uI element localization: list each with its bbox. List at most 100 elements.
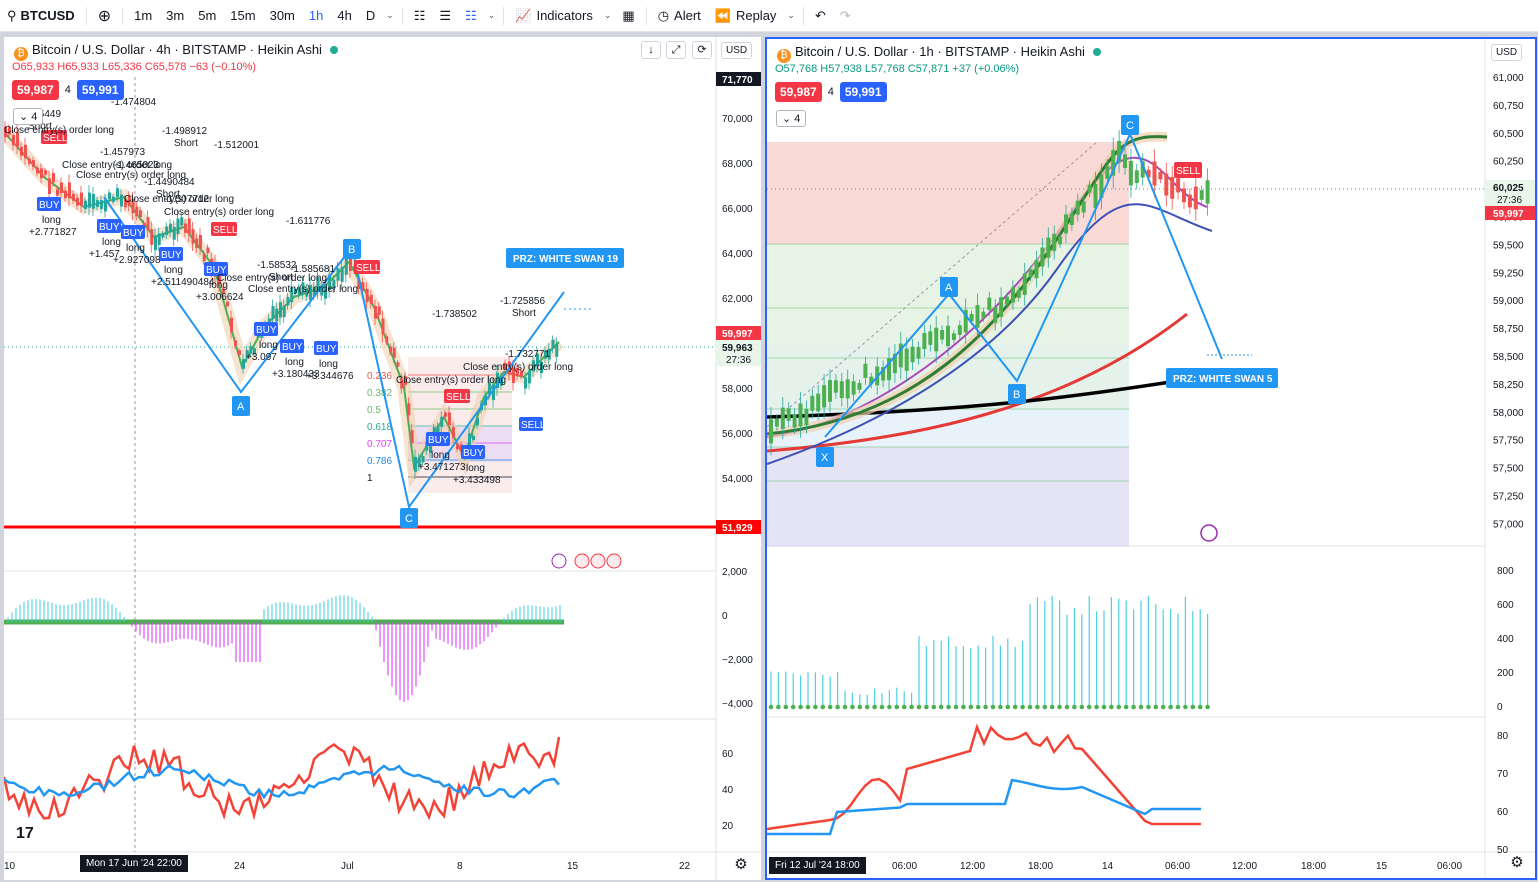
buy-signal-box [519,417,543,431]
time-axis-label: 06:00 [1165,861,1190,872]
settings-gear-icon[interactable]: ⚙ [734,856,748,873]
indicators-button[interactable]: 📈 Indicators [508,0,600,32]
candlestick [957,325,962,335]
short-signal-value: -1.457973 [100,147,145,158]
chevron-down-icon[interactable]: ⌄ [487,10,496,20]
time-axis-label: 24 [234,861,246,872]
candlestick [222,288,225,294]
layers-toggle[interactable]: ⌄ 4 [13,108,44,125]
candlestick [407,403,411,416]
candlestick [104,199,107,212]
buy-signal-box [204,262,228,276]
volume-dot [857,704,863,710]
arrow-down-icon: ↓ [648,44,654,56]
candlestick [309,285,312,300]
volume-axis-label: 0 [1497,702,1503,713]
symbol-search[interactable]: ⚲ BTCUSD [0,0,82,32]
fullscreen-button[interactable]: ⤢ [666,41,686,59]
price-tag-bg [1485,206,1535,220]
rsi-axis-label: 60 [1497,807,1509,818]
interval-d[interactable]: D [365,8,376,23]
heikin-ashi-button[interactable]: ☷ [458,0,484,32]
signal-sub-label: long [126,243,145,254]
signal-value-label: +2.927098 [113,255,161,266]
chevron-down-icon[interactable]: ⌄ [386,10,394,20]
candlestick [100,200,103,209]
interval-3m[interactable]: 3m [166,8,185,23]
currency-button[interactable]: USD [1491,44,1523,61]
sell-signal-box [444,389,470,403]
price-axis-label: 57,500 [1493,464,1524,475]
short-signal-value: -1.611776 [286,216,331,227]
candlestick [324,286,327,299]
price-axis-label: 66,000 [722,204,753,215]
candlestick [1176,178,1181,193]
interval-4h[interactable]: 4h [337,8,352,23]
sell-signal-box [354,260,380,274]
interval-1m[interactable]: 1m [134,8,153,23]
volume-dot [1123,704,1129,710]
candlestick [230,317,233,332]
settings-gear-icon[interactable]: ⚙ [1510,854,1524,871]
collapse-button[interactable]: ↓ [641,41,661,59]
volume-dot [1190,704,1196,710]
candlestick [456,443,459,450]
candlestick [975,305,980,328]
candlestick [1152,161,1157,186]
us-flag-event-icon [606,553,622,569]
chevron-down-icon[interactable]: ⌄ [603,10,612,20]
templates-button[interactable]: ▦ [615,0,641,32]
volume-dot [931,704,937,710]
plus-circle-icon: ⊕ [97,7,112,25]
sync-button[interactable]: ⟳ [692,41,712,59]
candlestick [191,229,195,244]
chart-legend: ₿ Bitcoin / U.S. Dollar · 4h · BITSTAMP ·… [14,42,338,61]
candlestick [157,233,161,246]
layers-count: 4 [794,113,801,125]
candlestick [547,348,551,360]
prz-label-bg [1166,368,1278,388]
price-tag-current: 60,025 [1493,183,1524,194]
candlestick [816,393,821,412]
countdown-label: 27:36 [1497,195,1522,206]
sell-price-button[interactable]: 59,987 [775,82,822,102]
add-symbol-button[interactable]: ⊕ [91,0,118,32]
buy-price-button[interactable]: 59,991 [76,80,124,100]
currency-button[interactable]: USD [721,42,753,59]
candlestick [1046,237,1051,258]
signal-value-label: +3.471273 [418,462,466,473]
interval-30m[interactable]: 30m [269,8,295,23]
chart-pane-4h[interactable]: 70,00068,00066,00064,00062,00060,00058,0… [4,37,761,880]
harmonic-pattern-line [824,131,1223,438]
replay-button[interactable]: ⏪ Replay [708,0,784,32]
candlestick [1040,247,1045,267]
top-toolbar: ⚲ BTCUSD ⊕ 1m 3m 5m 15m 30m 1h 4h D ⌄ ☷ ☰… [0,0,1538,32]
layers-toggle[interactable]: ⌄ 4 [776,110,807,127]
interval-1h[interactable]: 1h [308,8,324,23]
candlestick [993,307,998,323]
volume-dot [938,704,944,710]
buy-price-button[interactable]: 59,991 [839,82,887,102]
bars-type-button[interactable]: ☰ [432,0,458,32]
candle-type-button[interactable]: ☷ [407,0,433,32]
chart-1h-canvas[interactable]: 61,00060,75060,50060,25060,00059,75059,5… [767,39,1535,878]
buy-signal-box [254,322,278,336]
alert-button[interactable]: ◷ Alert [651,0,708,32]
candlestick [1034,260,1039,279]
short-signal-label: Short [28,121,52,132]
volume-dot [1101,704,1107,710]
candlestick [88,192,91,208]
interval-5m[interactable]: 5m [198,8,217,23]
sell-price-button[interactable]: 59,987 [12,80,59,100]
alert-label: Alert [674,8,701,23]
chevron-down-icon[interactable]: ⌄ [787,10,795,20]
buy-signal-box [159,247,183,261]
undo-button[interactable]: ↶ [808,0,833,32]
candlestick [1064,214,1068,234]
chart-4h-canvas[interactable]: 70,00068,00066,00064,00062,00060,00058,0… [4,37,761,880]
signal-value-label: +2.771827 [29,227,77,238]
candlestick [242,358,245,369]
chart-pane-1h[interactable]: 61,00060,75060,50060,25060,00059,75059,5… [765,37,1537,880]
buy-signal-label: BUY [99,222,120,233]
interval-15m[interactable]: 15m [230,8,256,23]
